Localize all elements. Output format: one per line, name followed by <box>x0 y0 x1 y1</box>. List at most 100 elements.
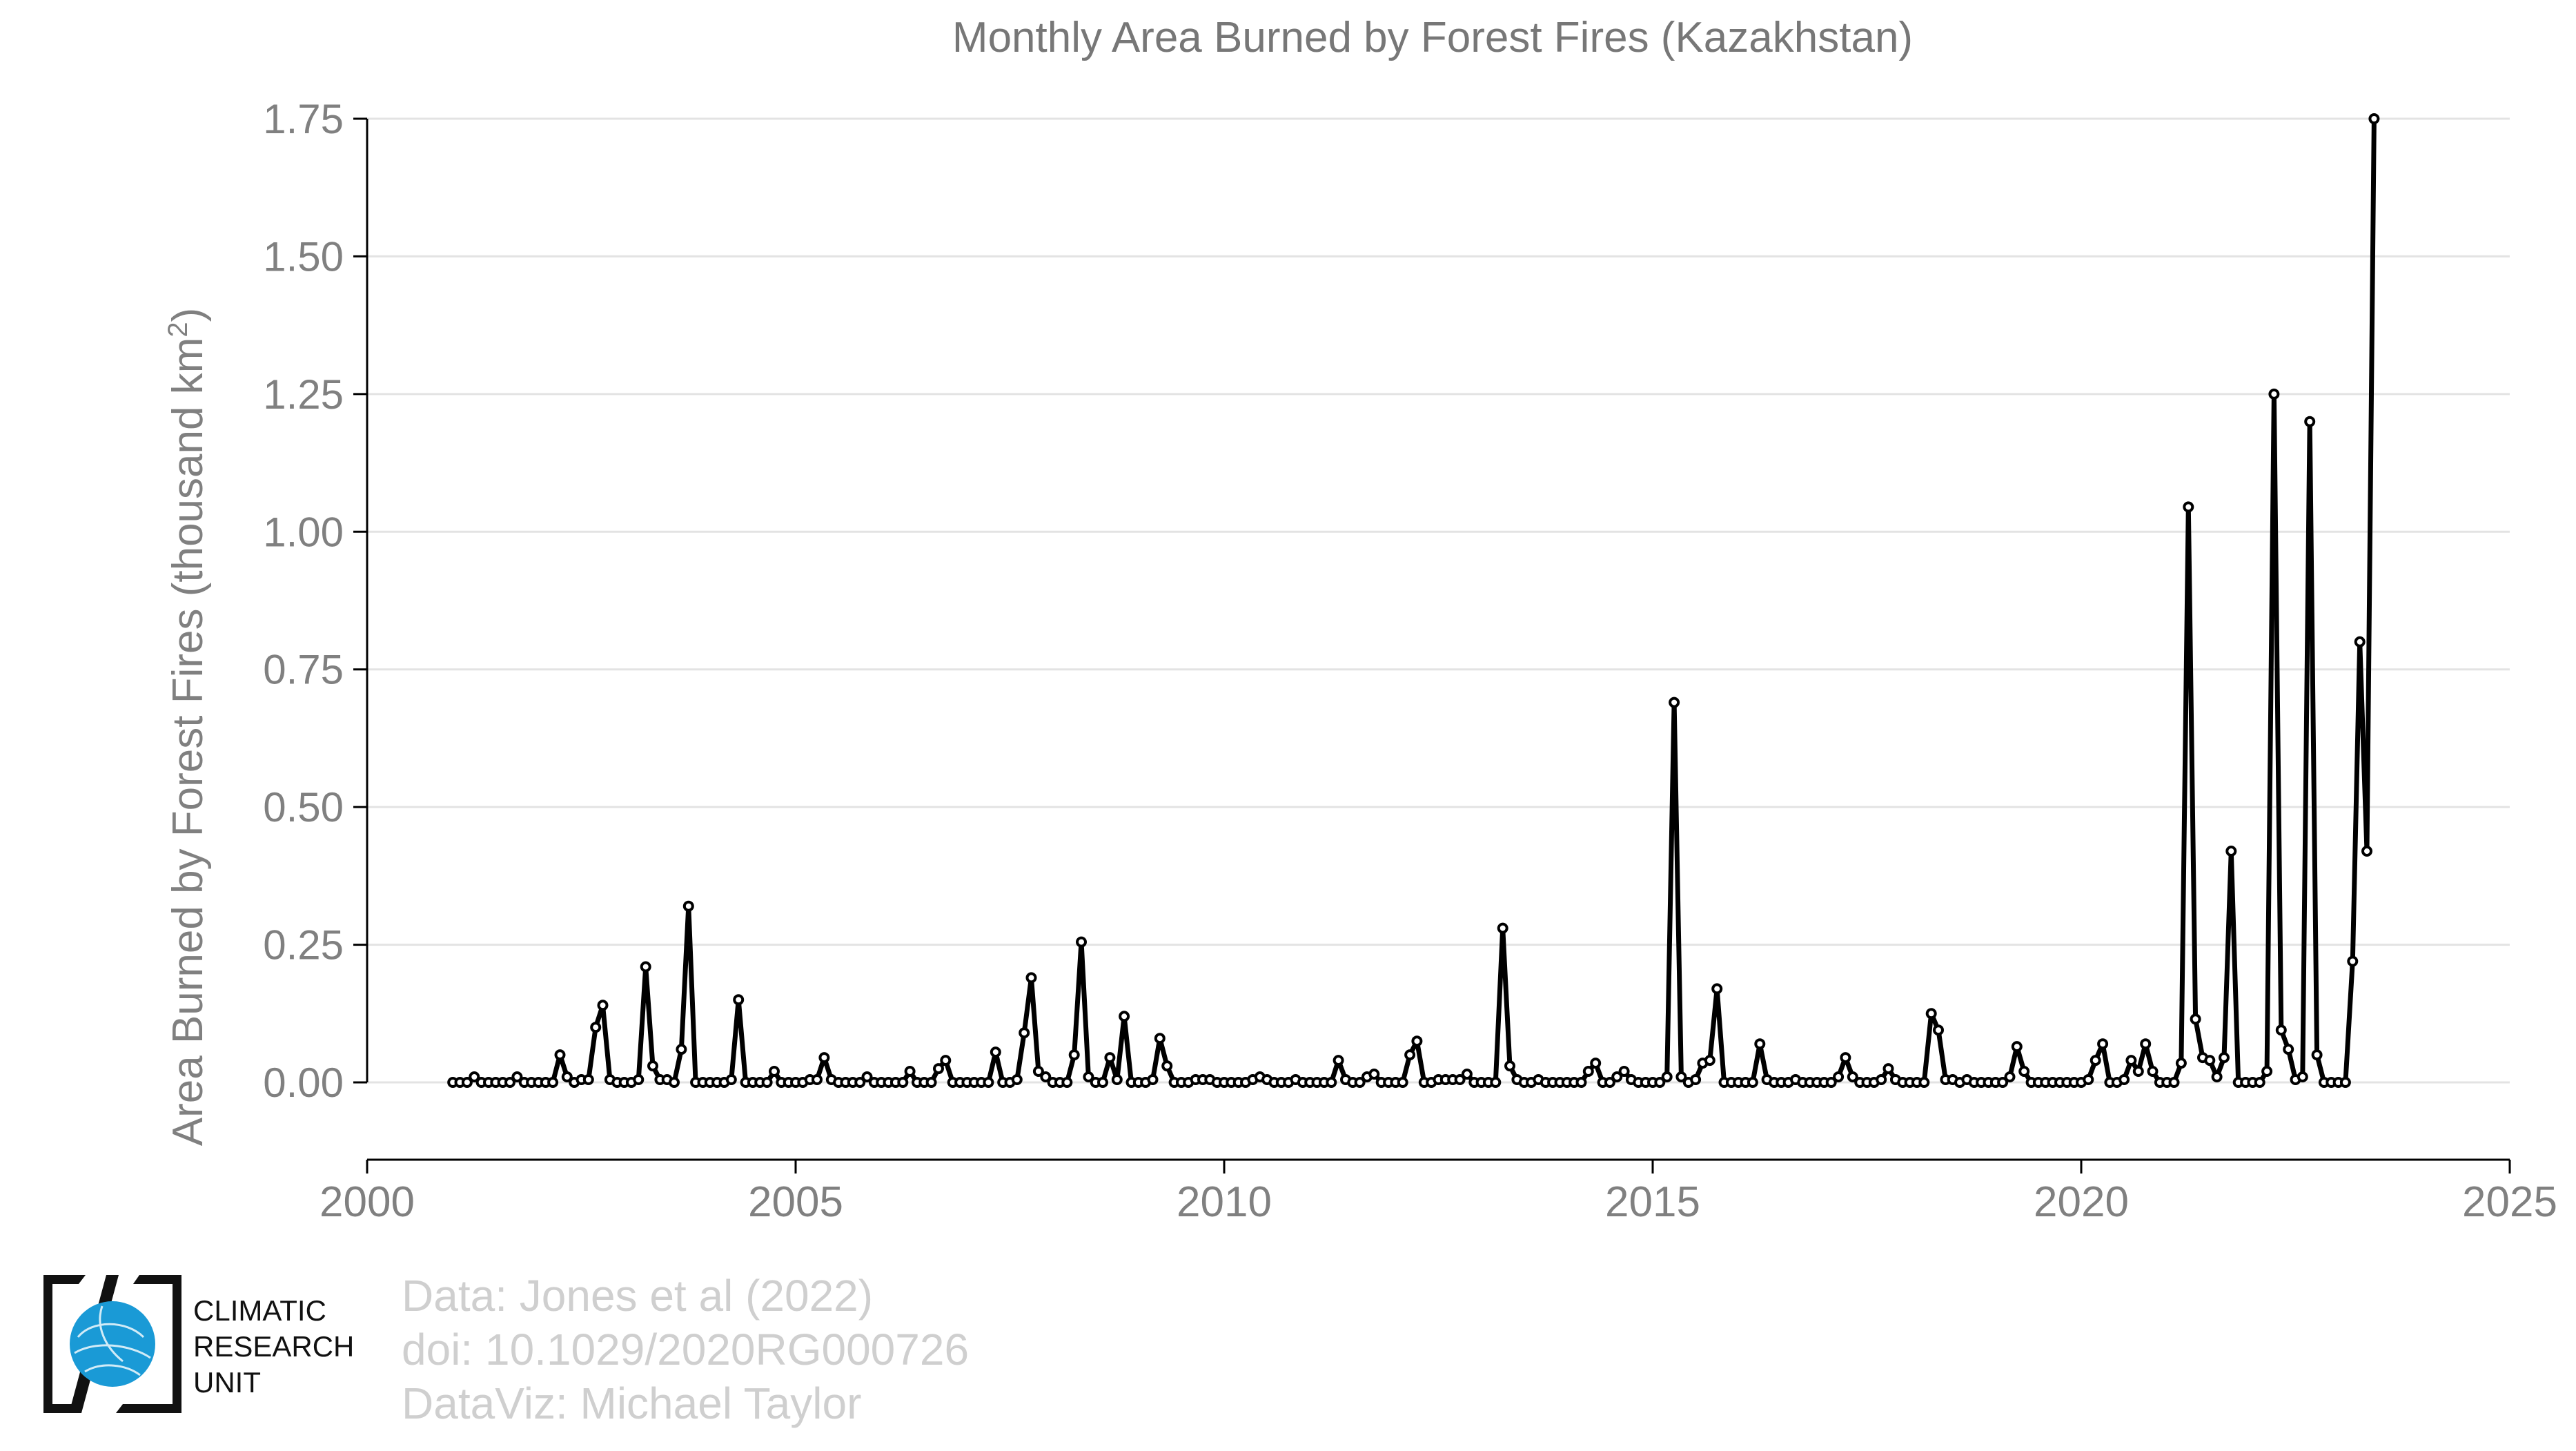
data-point <box>2083 1074 2094 1085</box>
data-point <box>2311 1049 2323 1061</box>
data-point <box>818 1052 830 1064</box>
x-tick-label: 2020 <box>2034 1178 2129 1226</box>
data-point <box>554 1049 566 1061</box>
credit-dataviz: DataViz: Michael Taylor <box>402 1379 862 1428</box>
data-point <box>1611 1071 1623 1082</box>
data-point <box>640 961 651 973</box>
data-point <box>682 900 694 912</box>
data-point <box>2132 1066 2144 1077</box>
data-point <box>2368 113 2380 124</box>
data-point <box>561 1071 573 1082</box>
logo-bracket-left <box>43 1275 86 1413</box>
x-tick-label: 2010 <box>1177 1178 1272 1226</box>
logo-text-line2: RESEARCH <box>193 1330 355 1363</box>
data-point <box>590 1022 602 1033</box>
data-point <box>1326 1077 1337 1088</box>
data-point <box>1490 1077 1502 1088</box>
data-point <box>1368 1069 1380 1080</box>
data-point <box>1590 1058 1602 1069</box>
globe-icon <box>70 1301 155 1387</box>
data-point <box>1397 1077 1408 1088</box>
data-point <box>2261 1066 2273 1077</box>
data-point <box>1061 1077 1073 1088</box>
data-point <box>2211 1071 2223 1082</box>
data-point <box>761 1077 773 1088</box>
data-point <box>2347 955 2359 967</box>
data-point <box>2140 1038 2152 1050</box>
data-point <box>725 1074 737 1085</box>
y-tick-label: 0.75 <box>263 647 344 693</box>
data-point <box>2175 1058 2187 1069</box>
data-point <box>1147 1074 1159 1085</box>
data-point <box>2361 846 2372 857</box>
data-point <box>1119 1011 1130 1022</box>
data-point <box>925 1077 937 1088</box>
data-point <box>2254 1077 2265 1088</box>
data-point <box>2204 1055 2216 1067</box>
data-point <box>2190 1013 2201 1025</box>
y-axis-label-main: Area Burned by Forest Fires (thousand km <box>164 338 212 1147</box>
y-tick-label: 0.50 <box>263 784 344 830</box>
data-point <box>1847 1071 1858 1082</box>
globe-swirl <box>74 1305 151 1376</box>
data-point <box>904 1066 916 1077</box>
data-point <box>2283 1044 2294 1055</box>
data-point <box>854 1077 866 1088</box>
data-point <box>1461 1069 1473 1080</box>
logo-text-line1: CLIMATIC <box>193 1294 326 1327</box>
data-point <box>2090 1055 2101 1067</box>
data-point <box>733 994 745 1006</box>
data-point <box>1690 1074 1702 1085</box>
data-point <box>2147 1066 2159 1077</box>
y-tick-label: 0.00 <box>263 1060 344 1106</box>
x-tick-label: 2015 <box>1605 1178 1700 1226</box>
data-point <box>669 1077 680 1088</box>
credits: Data: Jones et al (2022) doi: 10.1029/20… <box>402 1269 969 1430</box>
y-tick-label: 1.00 <box>263 509 344 555</box>
data-point <box>1654 1077 1666 1088</box>
data-point <box>582 1074 594 1085</box>
data-point <box>2125 1055 2137 1067</box>
data-point <box>1833 1071 1845 1082</box>
data-point <box>933 1063 944 1075</box>
data-point <box>812 1074 823 1085</box>
data-point <box>1111 1074 1123 1085</box>
data-point <box>504 1077 515 1088</box>
data-point <box>647 1060 658 1072</box>
data-point <box>1019 1027 1030 1039</box>
data-point <box>1669 697 1680 708</box>
data-point <box>1675 1071 1687 1082</box>
data-point <box>990 1046 1001 1058</box>
data-point <box>1575 1077 1587 1088</box>
data-point <box>1454 1074 1466 1085</box>
data-point <box>2011 1041 2023 1053</box>
data-point <box>1097 1077 1108 1088</box>
x-tick-label: 2000 <box>319 1178 415 1226</box>
data-point <box>469 1071 480 1082</box>
logo-bracket-right <box>116 1275 181 1413</box>
data-point <box>1918 1077 1930 1088</box>
data-point <box>1032 1066 1044 1077</box>
data-point <box>1404 1049 1416 1061</box>
data-point <box>1754 1038 1766 1050</box>
data-point <box>2354 636 2366 647</box>
data-point <box>1618 1066 1630 1077</box>
data-point <box>769 1066 780 1077</box>
logo-text: CLIMATIC RESEARCH UNIT <box>193 1293 354 1401</box>
data-point <box>1504 1060 1515 1072</box>
data-point <box>1604 1077 1615 1088</box>
data-point <box>676 1044 687 1055</box>
data-point <box>1711 983 1723 995</box>
data-point <box>1040 1071 1052 1082</box>
data-point <box>1704 1055 1715 1067</box>
data-point <box>1068 1049 1080 1061</box>
data-point <box>2268 388 2280 400</box>
data-point <box>2304 416 2316 427</box>
grid-lines <box>367 117 2510 1084</box>
x-axis: 2000 2005 2010 2015 2020 2025 <box>319 1158 2557 1226</box>
logo-text-line3: UNIT <box>193 1366 261 1399</box>
y-tick-label: 0.25 <box>263 922 344 968</box>
data-point <box>2219 1052 2230 1064</box>
y-axis-label: Area Burned by Forest Fires (thousand km… <box>163 308 212 1147</box>
data-point <box>2225 846 2237 857</box>
